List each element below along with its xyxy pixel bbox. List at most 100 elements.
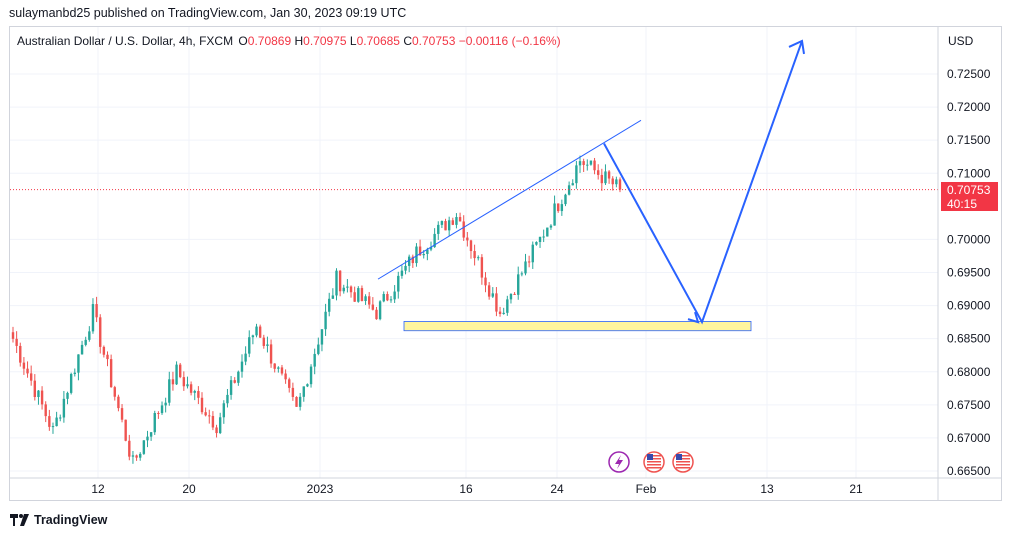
candle-body — [567, 185, 571, 195]
candle-body — [360, 288, 364, 301]
candle-body — [458, 217, 462, 222]
candle-body — [338, 270, 342, 292]
candle-body — [197, 391, 200, 398]
candle-body — [226, 394, 229, 404]
candle-body — [77, 354, 80, 373]
candle-body — [69, 373, 73, 393]
candle-body — [33, 380, 37, 398]
candle-body — [175, 364, 178, 385]
close-label: C — [403, 34, 412, 48]
x-tick-label: 2023 — [307, 482, 334, 496]
y-tick-label: 0.71000 — [947, 166, 991, 180]
candle-body — [240, 361, 244, 372]
candle-body — [298, 396, 302, 407]
candle-body — [80, 344, 84, 355]
candle-body — [429, 247, 433, 250]
candle-body — [306, 384, 309, 387]
candle-body — [22, 362, 26, 369]
candle-body — [564, 194, 567, 205]
candle-body — [375, 309, 378, 320]
candle-body — [55, 417, 58, 427]
candle-body — [295, 396, 298, 407]
candle-body — [571, 183, 574, 186]
candle-body — [440, 221, 444, 225]
candle-body — [135, 455, 138, 458]
candle-body — [131, 455, 135, 457]
candle-body — [357, 288, 360, 302]
candle-body — [513, 293, 516, 295]
y-tick-label: 0.66500 — [947, 464, 991, 478]
candle-body — [542, 236, 545, 238]
candle-body — [26, 368, 29, 374]
candle-body — [520, 273, 524, 275]
y-tick-label: 0.68500 — [947, 332, 991, 346]
candle-body — [546, 227, 549, 237]
y-tick-label: 0.70000 — [947, 232, 991, 246]
projection-arrowhead-down — [687, 311, 700, 324]
candle-body — [477, 257, 480, 259]
candle-body — [422, 254, 425, 256]
candle-body — [549, 225, 553, 228]
event-usd-flag-icon — [672, 451, 694, 473]
tradingview-logo-text: TradingView — [34, 513, 108, 527]
candle-body — [382, 294, 385, 302]
candle-body — [153, 413, 156, 433]
candle-body — [29, 373, 33, 381]
candle-body — [88, 331, 91, 340]
candle-body — [222, 403, 226, 418]
candle-body — [487, 285, 491, 297]
candle-body — [229, 380, 233, 395]
current-price-badge: 0.70753 40:15 — [941, 182, 998, 211]
open-value: 0.70869 — [247, 34, 292, 48]
candle-body — [324, 311, 327, 330]
candle-body — [491, 293, 494, 297]
candle-body — [509, 293, 513, 300]
candle-body — [211, 415, 215, 428]
candle-body — [62, 398, 66, 418]
candle-body — [495, 293, 498, 312]
event-usd-flag-icon — [643, 451, 665, 473]
candle-body — [284, 373, 287, 380]
bar-countdown: 40:15 — [947, 197, 978, 211]
candle-body — [389, 299, 393, 301]
candle-body — [498, 311, 502, 314]
candle-body — [291, 387, 295, 397]
high-label: H — [294, 34, 304, 48]
tradingview-logo[interactable]: TradingView — [10, 513, 107, 527]
candle-body — [95, 304, 98, 318]
candle-body — [120, 408, 124, 420]
candle-body — [128, 440, 131, 457]
candle-body — [11, 332, 15, 339]
candle-body — [538, 236, 542, 243]
candle-body — [349, 286, 353, 293]
x-tick-label: 16 — [459, 482, 473, 496]
candle-body — [506, 299, 509, 313]
projection-arrowhead-up — [788, 39, 805, 55]
candle-body — [346, 286, 349, 288]
candle-body — [335, 270, 338, 296]
candle-body — [557, 203, 560, 212]
candle-body — [269, 344, 273, 364]
high-value: 0.70975 — [303, 34, 347, 48]
candle-body — [502, 312, 505, 314]
published-by-line: sulaymanbd25 published on TradingView.co… — [9, 6, 407, 20]
candle-body — [117, 396, 120, 409]
candle-body — [262, 337, 265, 346]
candle-body — [342, 287, 345, 292]
candle-body — [462, 221, 465, 238]
candle-body — [233, 380, 236, 383]
candle-body — [400, 270, 404, 276]
candle-body — [251, 335, 255, 338]
candle-body — [578, 161, 582, 166]
candle-body — [466, 237, 469, 241]
candle-body — [186, 384, 189, 387]
candle-body — [215, 427, 218, 434]
open-label: O — [238, 34, 248, 48]
candle-body — [218, 417, 222, 434]
candle-body — [266, 344, 269, 346]
candle-body — [364, 296, 367, 301]
candle-body — [393, 291, 396, 300]
candle-body — [142, 440, 146, 454]
candle-body — [168, 379, 171, 403]
